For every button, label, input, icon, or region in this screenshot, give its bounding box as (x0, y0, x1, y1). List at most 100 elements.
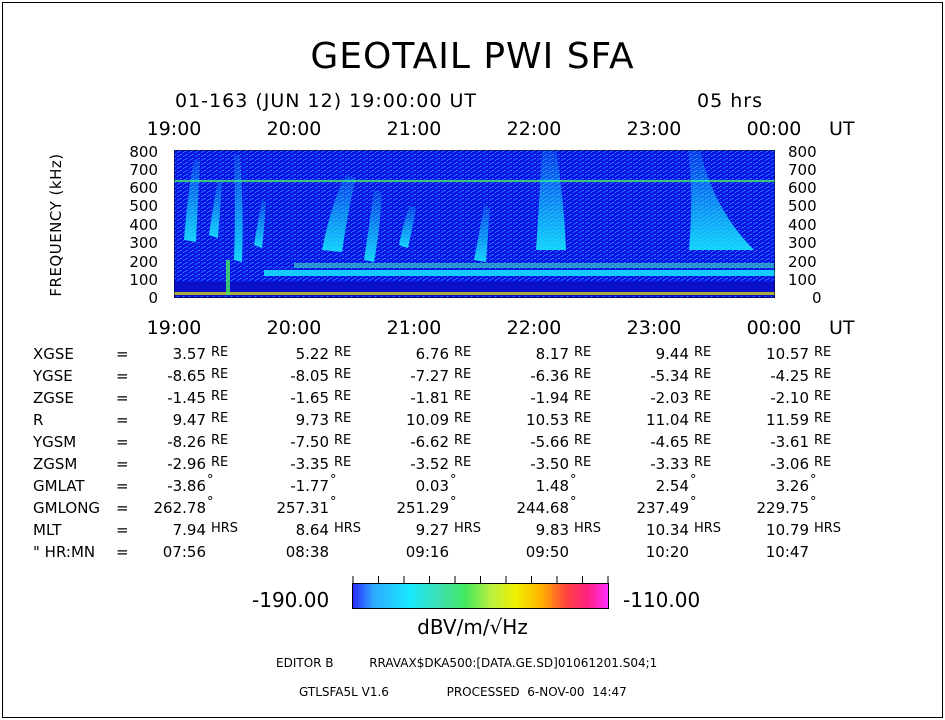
burst-column (226, 260, 230, 295)
lower-edge-emission (174, 292, 775, 295)
ephemeris-value: -1.45 (167, 389, 206, 407)
ephemeris-unit: ° (690, 473, 697, 488)
ephemeris-value: -4.65 (650, 433, 689, 451)
ephemeris-value: -3.50 (530, 455, 569, 473)
ephemeris-value: 9.27 (415, 521, 449, 539)
ephemeris-param-name: XGSE (33, 345, 74, 363)
ephemeris-value: 10:47 (765, 543, 809, 561)
ephemeris-value: 9.73 (295, 411, 329, 429)
ephemeris-row: GMLAT = -3.86 ° -1.77 ° 0.03 ° 1.48 ° 2.54 ° 3.26 ° (0, 473, 945, 497)
ephemeris-value: -4.25 (770, 367, 809, 385)
ephemeris-unit: RE (814, 411, 832, 426)
bottom-time-tick: 23:00 (626, 317, 682, 339)
ephemeris-unit: ° (207, 473, 214, 488)
ephemeris-unit: RE (334, 433, 352, 448)
emission-line-100khz (264, 270, 775, 276)
ephemeris-equals: = (116, 477, 129, 495)
ephemeris-unit: RE (694, 389, 712, 404)
plot-title: GEOTAIL PWI SFA (310, 36, 635, 77)
ephemeris-value: -6.36 (530, 367, 569, 385)
ephemeris-value: 10.09 (406, 411, 449, 429)
ephemeris-unit: RE (574, 411, 592, 426)
ephemeris-value: -3.33 (650, 455, 689, 473)
ephemeris-equals: = (116, 543, 129, 561)
ephemeris-row: MLT = 7.94 HRS 8.64 HRS 9.27 HRS 9.83 HRS 10.34 HRS… (0, 521, 945, 541)
ephemeris-row: XGSE = 3.57 RE 5.22 RE 6.76 RE 8.17 RE 9.44 RE 10.57… (0, 345, 945, 365)
footer-version-line: GTLSFA5L V1.6 PROCESSED 6-NOV-00 14:47 (299, 685, 627, 699)
processed-label: PROCESSED 6-NOV-00 14:47 (446, 685, 627, 699)
ephemeris-value: -3.86 (167, 477, 206, 495)
ephemeris-value: -1.94 (530, 389, 569, 407)
freq-tick-left: 600 (129, 179, 158, 197)
ephemeris-value: 251.29 (396, 499, 450, 517)
ephemeris-value: 8.17 (535, 345, 569, 363)
ephemeris-unit: RE (814, 455, 832, 470)
ephemeris-value: 2.54 (655, 477, 689, 495)
duration-label: 05 hrs (697, 90, 763, 112)
ephemeris-unit: RE (454, 367, 472, 382)
ephemeris-unit: RE (334, 455, 352, 470)
editor-label: EDITOR B (276, 656, 334, 670)
ephemeris-value: -7.27 (410, 367, 449, 385)
ephemeris-unit: RE (334, 389, 352, 404)
freq-tick-left: 700 (129, 161, 158, 179)
freq-tick-right: 0 (812, 289, 822, 307)
y-axis-label: FREQUENCY (kHz) (47, 153, 65, 297)
ephemeris-unit: ° (690, 495, 697, 510)
ephemeris-unit: RE (574, 389, 592, 404)
freq-tick-left: 800 (129, 143, 158, 161)
ephemeris-unit: ° (330, 495, 337, 510)
ephemeris-value: 0.03 (415, 477, 449, 495)
ephemeris-value: 229.75 (756, 499, 810, 517)
ephemeris-unit: ° (810, 495, 817, 510)
ephemeris-value: 7.94 (172, 521, 206, 539)
ephemeris-value: 3.26 (775, 477, 809, 495)
ephemeris-unit: HRS (574, 521, 602, 536)
ephemeris-row: R = 9.47 RE 9.73 RE 10.09 RE 10.53 RE 11.04 RE 11.59… (0, 411, 945, 431)
ephemeris-equals: = (116, 433, 129, 451)
ephemeris-unit: RE (211, 433, 229, 448)
colorbar (352, 583, 609, 609)
colorbar-ticks (352, 576, 609, 584)
footer-editor-line: EDITOR B RRAVAX$DKA500:[DATA.GE.SD]01061… (276, 656, 657, 670)
ephemeris-value: 07:56 (162, 543, 206, 561)
ephemeris-unit: RE (694, 345, 712, 360)
colorbar-unit: dBV/m/√Hz (417, 615, 528, 639)
ephemeris-unit: RE (814, 345, 832, 360)
ephemeris-unit: RE (454, 455, 472, 470)
freq-tick-left: 400 (129, 216, 158, 234)
ephemeris-unit: RE (334, 345, 352, 360)
ephemeris-value: 257.31 (276, 499, 330, 517)
top-time-tick: 00:00 (746, 118, 802, 140)
ephemeris-unit: RE (334, 367, 352, 382)
ephemeris-unit: HRS (334, 521, 362, 536)
freq-tick-left: 300 (129, 234, 158, 252)
ephemeris-unit: ° (570, 495, 577, 510)
ephemeris-unit: HRS (454, 521, 482, 536)
ephemeris-unit: ° (330, 473, 337, 488)
file-path: RRAVAX$DKA500:[DATA.GE.SD]01061201.S04;1 (369, 656, 658, 670)
ephemeris-value: -2.10 (770, 389, 809, 407)
emission-line-150khz (294, 263, 774, 268)
ephemeris-param-name: YGSM (33, 433, 77, 451)
ephemeris-param-name: GMLONG (33, 499, 101, 517)
ephemeris-unit: RE (454, 389, 472, 404)
ephemeris-param-name: " HR:MN (33, 543, 96, 561)
ephemeris-unit: RE (211, 367, 229, 382)
top-time-tick: 21:00 (386, 118, 442, 140)
ephemeris-unit: ° (207, 495, 214, 510)
bottom-time-tick: 20:00 (266, 317, 322, 339)
freq-tick-left: 0 (148, 289, 158, 307)
colorbar-max: -110.00 (623, 588, 701, 612)
ephemeris-equals: = (116, 367, 129, 385)
ephemeris-value: 11.59 (766, 411, 809, 429)
ephemeris-value: 10.53 (526, 411, 569, 429)
freq-tick-left: 500 (129, 197, 158, 215)
ephemeris-unit: RE (574, 433, 592, 448)
ephemeris-value: 10.57 (766, 345, 809, 363)
ephemeris-row: ZGSE = -1.45 RE -1.65 RE -1.81 RE -1.94 RE -2.03 RE… (0, 389, 945, 409)
ephemeris-equals: = (116, 521, 129, 539)
ephemeris-value: -2.03 (650, 389, 689, 407)
freq-tick-right: 500 (788, 197, 817, 215)
